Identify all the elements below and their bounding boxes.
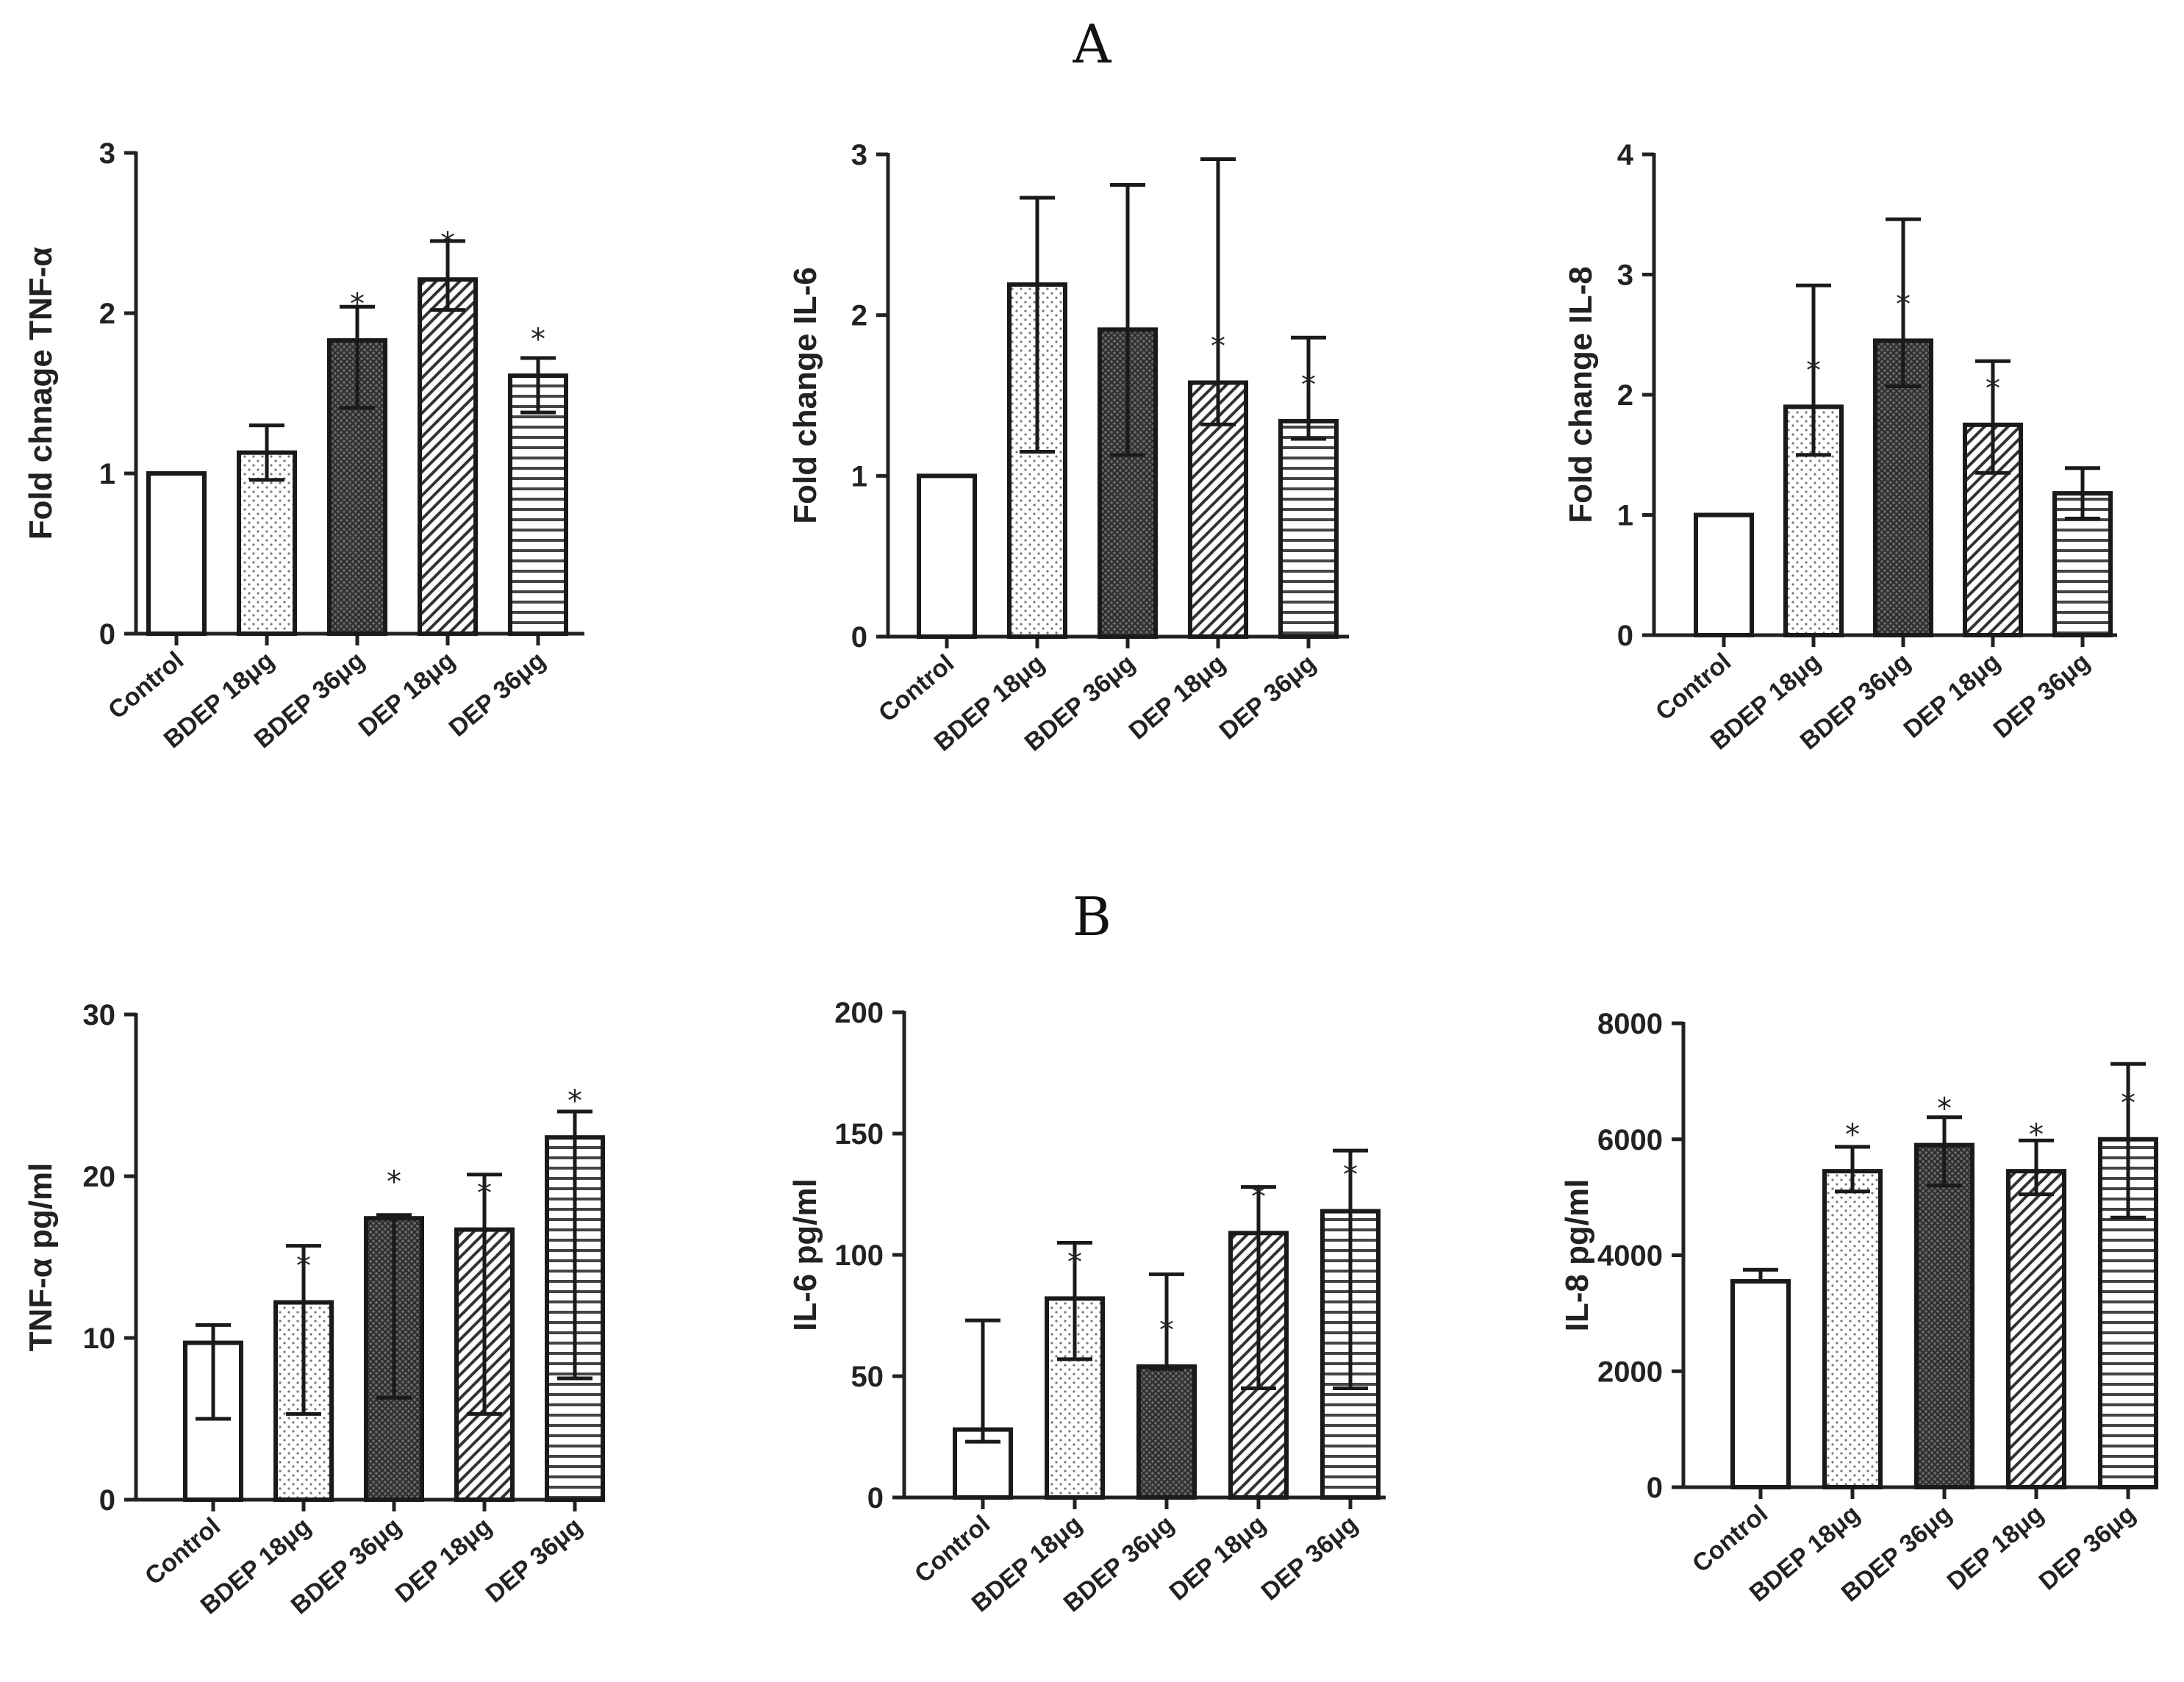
y-tick-label: 30 (83, 999, 116, 1031)
significance-star: * (1159, 1314, 1174, 1348)
y-tick-label: 10 (83, 1323, 116, 1355)
x-category-label: DEP 18μg (1164, 1510, 1272, 1606)
x-category-label: Control (873, 649, 959, 728)
y-tick-label: 200 (834, 997, 884, 1029)
y-tick-label: 150 (834, 1118, 884, 1150)
y-tick-label: 0 (99, 1484, 115, 1517)
significance-star: * (568, 1084, 582, 1118)
y-tick-label: 100 (834, 1239, 884, 1272)
x-category-label: DEP 18μg (390, 1512, 498, 1608)
significance-star: * (2121, 1087, 2135, 1120)
bar (2006, 1169, 2066, 1489)
y-axis-label: Fold chnage TNF-α (23, 247, 59, 540)
significance-star: * (387, 1165, 401, 1199)
y-tick-label: 50 (851, 1361, 884, 1393)
y-tick-label: 1 (99, 458, 115, 490)
bar (1278, 418, 1339, 640)
y-tick-label: 8000 (1597, 1008, 1663, 1040)
x-category-label: DEP 36μg (2034, 1500, 2141, 1596)
y-tick-label: 4000 (1597, 1240, 1663, 1273)
y-axis-label: TNF-α pg/ml (23, 1163, 59, 1352)
significance-star: * (1301, 368, 1316, 402)
x-category-label: DEP 36μg (1256, 1510, 1364, 1606)
bar (1136, 1364, 1197, 1500)
significance-star: * (296, 1250, 311, 1284)
significance-star: * (2029, 1118, 2044, 1152)
significance-star: * (1986, 372, 2000, 406)
y-tick-label: 2000 (1597, 1356, 1663, 1388)
x-category-label: Control (103, 646, 189, 725)
x-category-label: DEP 18μg (1124, 649, 1231, 745)
y-tick-label: 0 (1647, 1472, 1663, 1504)
x-category-label: DEP 36μg (1988, 648, 2096, 744)
significance-star: * (1845, 1118, 1860, 1152)
bar (508, 373, 568, 636)
bar (1914, 1142, 1974, 1489)
bar (237, 450, 297, 636)
y-axis-label: Fold change IL-6 (787, 267, 823, 524)
significance-star: * (1896, 287, 1911, 321)
y-tick-label: 4 (1617, 139, 1634, 171)
significance-star: * (1211, 330, 1225, 364)
bar (1873, 338, 1933, 637)
x-category-label: DEP 36μg (481, 1512, 588, 1608)
x-category-label: DEP 18μg (1899, 648, 2006, 744)
bar (1822, 1169, 1883, 1489)
y-tick-label: 0 (99, 618, 115, 651)
y-tick-label: 3 (99, 137, 115, 170)
significance-star: * (440, 226, 455, 260)
panel-label-b: B (1073, 886, 1111, 948)
x-category-label: Control (909, 1510, 995, 1589)
x-category-label: DEP 36μg (1214, 649, 1322, 745)
x-category-label: DEP 36μg (444, 646, 551, 742)
bar (1730, 1278, 1791, 1490)
bar (1694, 512, 1754, 637)
y-tick-label: 1 (1617, 500, 1633, 532)
significance-star: * (1343, 1159, 1358, 1192)
significance-star: * (1067, 1245, 1082, 1279)
bar (917, 473, 977, 639)
significance-star: * (1937, 1092, 1952, 1126)
y-axis-label: IL-8 pg/ml (1559, 1179, 1595, 1332)
significance-star: * (477, 1177, 492, 1211)
bar (418, 277, 478, 636)
x-category-label: Control (140, 1512, 226, 1591)
y-tick-label: 6000 (1597, 1124, 1663, 1156)
y-tick-label: 2 (99, 298, 115, 330)
x-category-label: DEP 18μg (354, 646, 461, 742)
x-category-label: Control (1687, 1500, 1773, 1578)
y-tick-label: 2 (1617, 379, 1633, 412)
y-axis-label: Fold change IL-8 (1563, 266, 1599, 523)
y-axis-label: IL-6 pg/ml (787, 1178, 823, 1331)
bar (146, 471, 207, 636)
y-tick-label: 0 (851, 621, 867, 654)
y-tick-label: 20 (83, 1161, 116, 1193)
significance-star: * (350, 287, 365, 321)
y-tick-label: 3 (851, 139, 867, 171)
y-tick-label: 2 (851, 300, 867, 332)
significance-star: * (531, 323, 545, 357)
significance-star: * (1251, 1180, 1266, 1214)
y-tick-label: 1 (851, 460, 867, 493)
y-tick-label: 3 (1617, 260, 1633, 292)
x-category-label: DEP 18μg (1942, 1500, 2049, 1596)
x-category-label: Control (1650, 648, 1736, 726)
y-tick-label: 0 (1617, 620, 1633, 652)
panel-label-a: A (1073, 13, 1111, 75)
significance-star: * (1806, 354, 1821, 387)
y-tick-label: 0 (867, 1482, 884, 1514)
